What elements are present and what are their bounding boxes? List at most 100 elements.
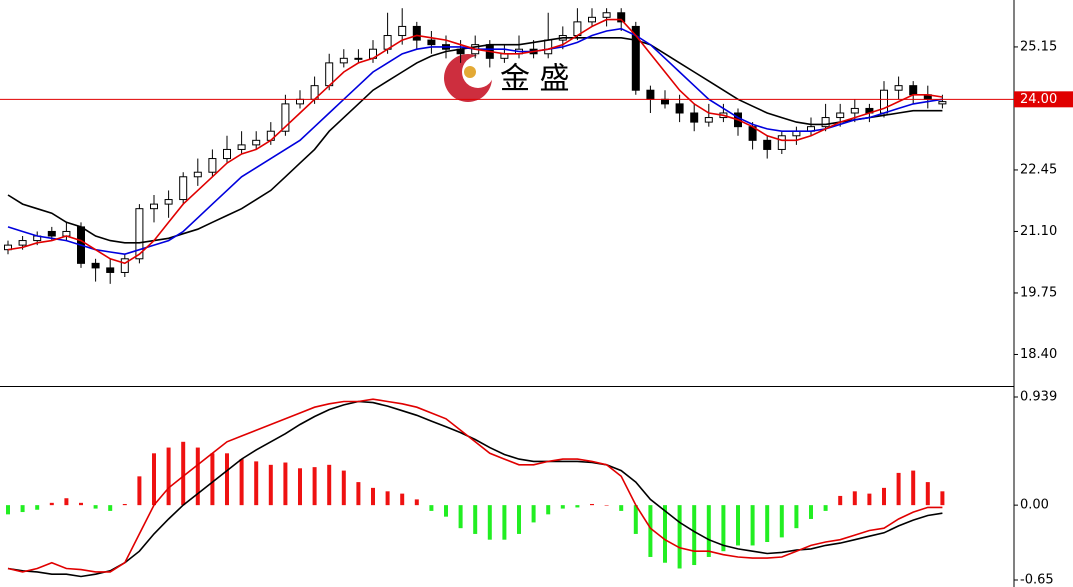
histogram-bar: [648, 505, 653, 557]
histogram-bar: [896, 472, 901, 506]
candle-body: [602, 12, 611, 18]
histogram-bar: [152, 453, 156, 506]
histogram-bar: [809, 505, 813, 519]
candle-body: [836, 112, 845, 119]
candle-body: [690, 112, 699, 123]
histogram-bar: [414, 499, 419, 506]
histogram-bar: [882, 487, 886, 506]
candle-body: [120, 258, 129, 273]
current-price-label: 24.00: [1020, 92, 1057, 107]
candle-body: [193, 171, 202, 178]
candle-body: [617, 12, 626, 23]
histogram-bar: [239, 459, 244, 506]
line: [7, 36, 943, 244]
histogram-bar: [35, 505, 40, 510]
histogram-bar: [49, 502, 54, 506]
candle-body: [821, 117, 830, 128]
histogram-bar: [517, 505, 521, 534]
candle-body: [296, 98, 304, 105]
histogram-bar: [356, 482, 361, 506]
candle-body: [412, 25, 421, 41]
candle-body: [91, 262, 100, 269]
candle-body: [223, 148, 231, 160]
histogram-bar: [502, 505, 507, 540]
histogram-bar: [560, 505, 565, 509]
watermark: 金 盛: [500, 62, 570, 97]
histogram-bar: [838, 495, 843, 506]
candle-body: [427, 39, 436, 46]
histogram-bar: [137, 476, 142, 506]
logo: [444, 54, 494, 102]
histogram-bar: [93, 505, 98, 509]
candle-body: [850, 107, 859, 114]
candle-body: [237, 144, 246, 150]
y-tick-label: 21.10: [1020, 224, 1057, 239]
histogram-bar: [823, 505, 828, 511]
histogram-bar: [312, 467, 317, 506]
histogram-bar: [20, 505, 25, 513]
candle-body: [588, 16, 596, 23]
candle-body: [704, 117, 713, 123]
y-tick-label: 22.45: [1020, 162, 1057, 177]
candle-body: [763, 139, 772, 150]
histogram-bar: [794, 505, 799, 529]
histogram-bar: [736, 505, 740, 546]
y-tick-label: 19.75: [1020, 285, 1057, 300]
candle-body: [252, 139, 261, 146]
histogram-bar: [619, 505, 624, 511]
y-tick-label: -0.65: [1020, 573, 1054, 587]
histogram-bar: [225, 453, 229, 506]
candle-body: [339, 57, 348, 64]
candle-body: [135, 208, 144, 260]
histogram-bar: [531, 505, 536, 523]
candle-body: [354, 57, 363, 60]
histogram-bar: [181, 441, 186, 506]
candle-body: [777, 135, 786, 150]
candle-body: [208, 158, 217, 173]
candle-body: [938, 101, 947, 105]
histogram-bar: [400, 493, 405, 506]
line: [7, 18, 943, 265]
histogram-bar: [911, 470, 916, 506]
histogram-bar: [925, 482, 930, 506]
candle-body: [631, 25, 640, 91]
candle-body: [646, 89, 655, 100]
histogram-bar: [706, 505, 711, 557]
histogram-bar: [254, 461, 259, 506]
candle-body: [164, 199, 173, 205]
histogram-bar: [6, 505, 10, 515]
histogram-bar: [677, 505, 682, 569]
histogram-bar: [385, 491, 390, 506]
histogram-bar: [108, 505, 113, 511]
candle-body: [894, 85, 903, 91]
y-tick-label: 18.40: [1020, 347, 1057, 362]
histogram-bar: [721, 505, 726, 552]
candle-body: [661, 98, 669, 105]
logo-dot: [464, 66, 476, 78]
histogram-bar: [341, 470, 346, 506]
candle-body: [325, 62, 334, 87]
histogram-bar: [210, 453, 215, 506]
histogram-bar: [195, 447, 200, 506]
candle-body: [544, 39, 553, 55]
histogram-bar: [79, 502, 83, 506]
histogram-bar: [663, 505, 667, 563]
candle-body: [909, 85, 918, 96]
histogram-bar: [487, 505, 492, 540]
histogram-bar: [458, 505, 463, 529]
histogram-bar: [268, 464, 273, 506]
line: [7, 400, 943, 578]
histogram-bar: [590, 503, 594, 506]
histogram-bar: [750, 505, 755, 546]
histogram-bar: [546, 505, 551, 515]
histogram-bar: [122, 503, 127, 506]
histogram-bar: [64, 498, 69, 506]
histogram-bar: [575, 505, 580, 508]
histogram-bar: [852, 491, 857, 506]
candle-body: [106, 267, 115, 273]
histogram-bar: [429, 505, 434, 511]
y-tick-label: 0.939: [1020, 390, 1057, 405]
histogram-bar: [371, 487, 375, 506]
histogram-bar: [779, 505, 784, 538]
y-tick-label: 0.00: [1020, 498, 1049, 513]
